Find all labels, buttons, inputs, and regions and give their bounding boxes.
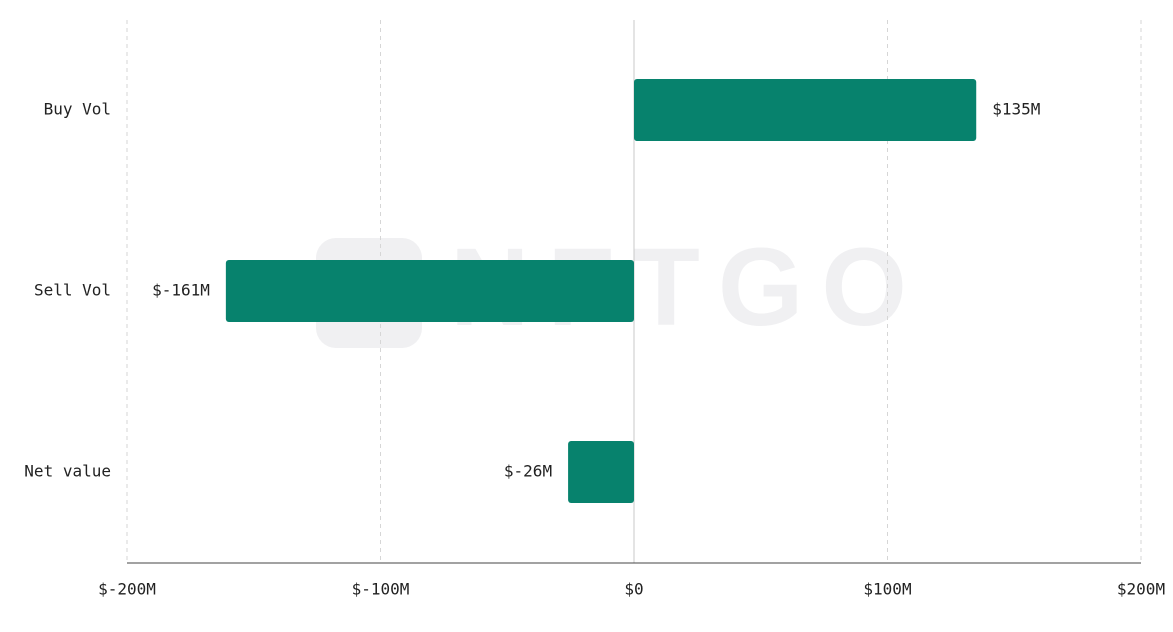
value-label: $135M	[992, 100, 1040, 119]
x-tick-label: $200M	[1117, 580, 1165, 599]
y-tick-label: Sell Vol	[34, 281, 111, 300]
x-tick-label: $-200M	[98, 580, 156, 599]
value-label: $-161M	[152, 281, 210, 300]
y-tick-label: Net value	[24, 462, 111, 481]
bar	[634, 79, 977, 141]
x-tick-label: $100M	[863, 580, 911, 599]
y-tick-label: Buy Vol	[44, 100, 111, 119]
bar	[568, 441, 634, 503]
value-label: $-26M	[504, 462, 552, 481]
x-tick-label: $0	[624, 580, 643, 599]
bar	[225, 260, 635, 322]
x-tick-label: $-100M	[352, 580, 410, 599]
